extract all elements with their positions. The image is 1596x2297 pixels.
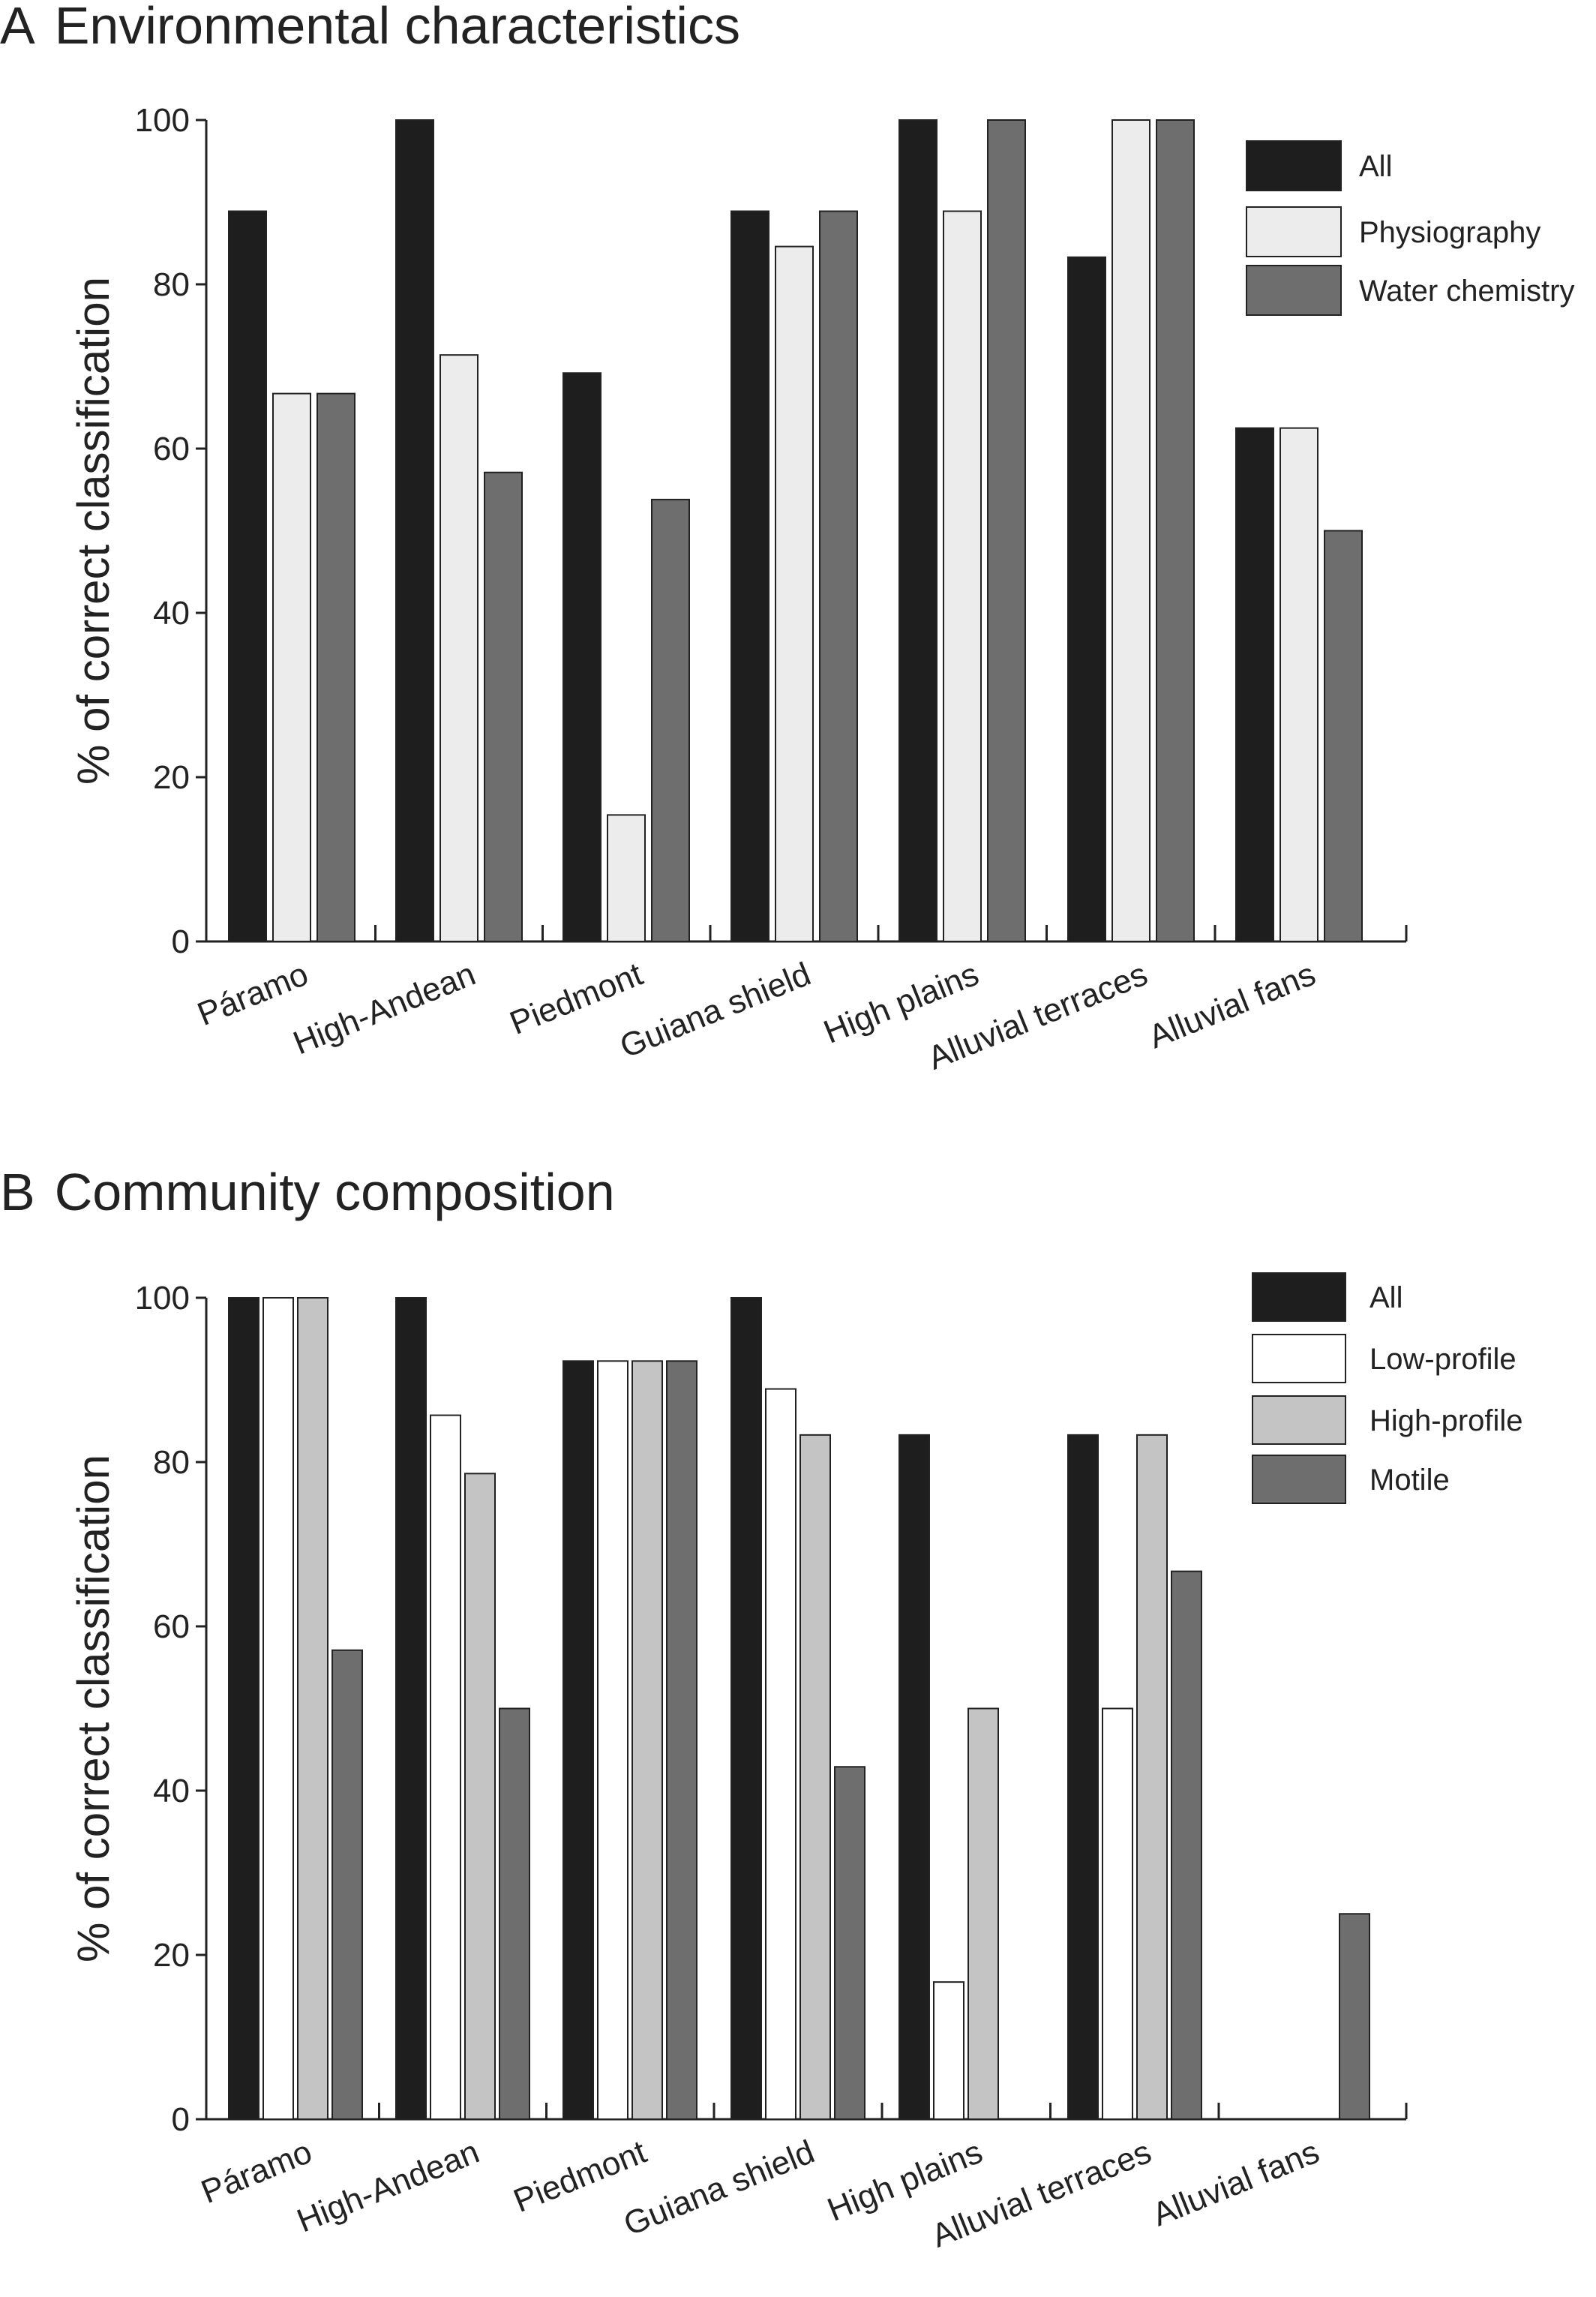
y-tick-label: 80 (153, 1444, 190, 1481)
bar-high-profile (968, 1707, 999, 2120)
y-tick-label: 60 (153, 1608, 190, 1645)
bar-water-chemistry (651, 498, 690, 942)
bar-water-chemistry (987, 119, 1026, 942)
bar-physiography (1280, 427, 1318, 942)
bar-all (730, 1297, 762, 2120)
legend-label: Low-profile (1370, 1343, 1516, 1376)
legend-swatch (1246, 265, 1342, 316)
bar-physiography (1112, 119, 1150, 942)
legend-label: High-profile (1370, 1404, 1523, 1437)
y-tick-label: 20 (153, 759, 190, 796)
bar-water-chemistry (484, 471, 523, 942)
bar-all (562, 372, 602, 942)
bar-low-profile (430, 1414, 461, 2120)
bar-all (228, 210, 267, 943)
bar-all (1067, 1434, 1099, 2120)
bar-water-chemistry (1324, 530, 1363, 942)
legend-label: All (1370, 1281, 1402, 1314)
bar-water-chemistry (819, 210, 858, 943)
legend-label: All (1359, 150, 1392, 183)
bar-all (898, 1434, 930, 2120)
bar-all (228, 1297, 260, 2120)
y-tick-label: 100 (135, 1280, 190, 1317)
bar-motile (834, 1766, 866, 2121)
x-tick-label: Alluvial fans (1148, 2133, 1324, 2233)
panel-b: B Community composition % of correct class… (0, 1163, 1523, 2255)
bar-all (395, 1297, 427, 2120)
bar-low-profile (1102, 1707, 1133, 2120)
y-tick-label: 100 (135, 102, 190, 139)
legend-label: Physiography (1359, 216, 1540, 249)
legend-label: Motile (1370, 1464, 1450, 1497)
bar-high-profile (297, 1297, 328, 2120)
bar-physiography (440, 354, 478, 943)
chart-title: A Environmental characteristics (0, 0, 740, 55)
y-tick-label: 0 (172, 2101, 190, 2138)
bar-high-profile (464, 1473, 496, 2120)
legend-swatch (1252, 1395, 1346, 1445)
bar-all (562, 1360, 594, 2120)
legend-swatch (1246, 140, 1342, 191)
bar-motile (666, 1360, 698, 2120)
legend-swatch (1252, 1272, 1346, 1322)
bar-motile (332, 1649, 363, 2120)
y-tick-label: 0 (172, 923, 190, 960)
bar-motile (1339, 1913, 1370, 2120)
bar-physiography (272, 392, 311, 942)
bar-low-profile (597, 1360, 628, 2120)
x-tick-label: High-Andean (288, 956, 481, 1062)
y-tick-label: 60 (153, 431, 190, 467)
x-tick-label: Páramo (193, 956, 314, 1033)
y-tick-label: 40 (153, 595, 190, 632)
y-axis-label: % of correct classification (68, 277, 118, 785)
x-tick-label: High-Andean (292, 2133, 484, 2240)
bar-water-chemistry (316, 392, 356, 942)
bar-motile (1171, 1570, 1202, 2120)
bar-all (730, 210, 770, 943)
panel-title-text: Community composition (55, 1163, 615, 1221)
x-tick-label: Páramo (196, 2133, 317, 2211)
bar-water-chemistry (1156, 119, 1195, 942)
bar-high-profile (1136, 1434, 1168, 2120)
y-tick-label: 40 (153, 1773, 190, 1809)
bar-all (898, 119, 938, 942)
bar-high-profile (632, 1360, 663, 2120)
legend-swatch (1252, 1334, 1346, 1383)
bar-all (1067, 256, 1106, 942)
panel-a: A Environmental characteristics % of corre… (0, 0, 1574, 1077)
y-tick-label: 20 (153, 1937, 190, 1974)
legend-swatch (1246, 206, 1342, 257)
bar-high-profile (800, 1434, 831, 2120)
bar-motile (499, 1707, 530, 2120)
chart-title: B Community composition (0, 1163, 615, 1221)
panel-letter: A (0, 0, 35, 55)
x-tick-label: Guiana shield (619, 2133, 820, 2243)
bar-low-profile (765, 1388, 796, 2121)
y-axis-label: % of correct classification (68, 1455, 118, 1962)
panel-letter: B (0, 1163, 35, 1221)
bar-low-profile (933, 1981, 964, 2121)
bar-physiography (775, 245, 814, 942)
y-tick-label: 80 (153, 266, 190, 303)
bar-low-profile (262, 1297, 294, 2120)
x-tick-label: Alluvial fans (1144, 956, 1321, 1055)
x-tick-label: Guiana shield (615, 956, 816, 1065)
bar-physiography (607, 814, 646, 942)
legend-swatch (1252, 1455, 1346, 1504)
bar-all (395, 119, 434, 942)
panel-title-text: Environmental characteristics (55, 0, 740, 55)
bar-physiography (943, 210, 982, 943)
bar-all (1235, 427, 1274, 942)
legend-label: Water chemistry (1359, 275, 1574, 308)
